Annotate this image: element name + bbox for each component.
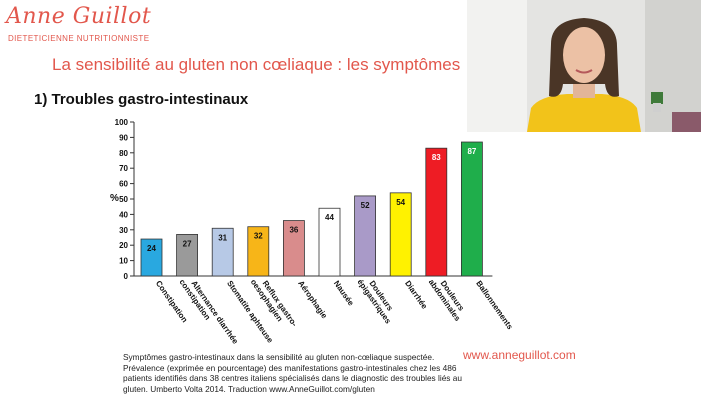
y-tick-label: 20 xyxy=(119,241,128,250)
x-tick-label-line: Aérophagie xyxy=(296,279,329,321)
y-tick-label: 70 xyxy=(119,164,128,173)
bar-value-label: 87 xyxy=(467,147,476,156)
x-tick-label: Nausée xyxy=(332,279,356,308)
bar-8 xyxy=(425,147,448,277)
bar-3 xyxy=(247,226,270,277)
bar-value-label: 52 xyxy=(361,201,370,210)
slide-title: La sensibilité au gluten non cœliaque : … xyxy=(52,55,461,74)
x-tick-label-line: Nausée xyxy=(332,279,356,308)
bar-9 xyxy=(460,141,483,277)
bar-6 xyxy=(354,195,377,277)
bar-value-label: 54 xyxy=(396,198,405,207)
x-tick-label-line: Ballonnements xyxy=(474,279,515,332)
brand-name: Anne Guillot xyxy=(6,4,152,29)
x-tick-label: Douleursabdominales xyxy=(427,272,470,323)
bar-value-label: 83 xyxy=(432,153,441,162)
y-tick-label: 40 xyxy=(119,210,128,219)
y-tick-label: 60 xyxy=(119,180,128,189)
y-axis-label: % xyxy=(110,193,119,204)
bar-value-label: 32 xyxy=(254,232,263,241)
website-link[interactable]: www.anneguillot.com xyxy=(463,348,576,362)
chart-caption: Symptômes gastro-intestinaux dans la sen… xyxy=(123,352,462,394)
bar-4 xyxy=(282,220,305,277)
y-tick-label: 80 xyxy=(119,149,128,158)
x-tick-label-line: Diarrhée xyxy=(403,279,429,311)
presenter-video-frame xyxy=(467,0,701,132)
x-tick-label: Douleursépigastriques xyxy=(356,272,401,325)
x-tick-label: Ballonnements xyxy=(474,279,515,332)
bar-2 xyxy=(211,227,234,277)
y-tick-label: 90 xyxy=(119,133,128,142)
bar-value-label: 27 xyxy=(183,239,192,248)
section-heading: 1) Troubles gastro-intestinaux xyxy=(34,91,249,108)
x-tick-label: Diarrhée xyxy=(403,279,429,311)
bar-5 xyxy=(318,207,341,277)
x-tick-label: Aérophagie xyxy=(296,279,329,321)
y-tick-label: 30 xyxy=(119,226,128,235)
presenter-video xyxy=(467,0,701,132)
y-tick-label: 100 xyxy=(115,118,129,127)
brand-tagline: DIETETICIENNE NUTRITIONNISTE xyxy=(8,34,150,43)
bar-7 xyxy=(389,192,412,277)
bar-value-label: 24 xyxy=(147,244,156,253)
bar-value-label: 31 xyxy=(218,233,227,242)
bar-0 xyxy=(140,238,163,277)
bar-1 xyxy=(176,234,199,277)
brand-logo: Anne Guillot DIETETICIENNE NUTRITIONNIST… xyxy=(6,4,151,56)
bar-value-label: 44 xyxy=(325,213,334,222)
y-tick-label: 50 xyxy=(119,195,128,204)
y-tick-label: 0 xyxy=(124,272,129,281)
y-tick-label: 10 xyxy=(119,257,128,266)
bar-value-label: 36 xyxy=(289,226,298,235)
